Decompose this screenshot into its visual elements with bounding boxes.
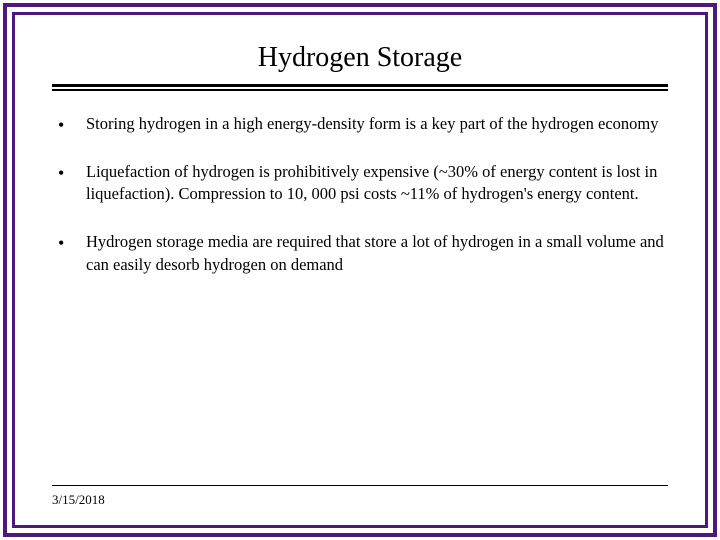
title-divider-thick xyxy=(52,84,668,87)
slide-content-area: Hydrogen Storage Storing hydrogen in a h… xyxy=(18,18,702,522)
title-divider-thin xyxy=(52,89,668,91)
slide-footer: 3/15/2018 xyxy=(52,485,668,508)
slide-title: Hydrogen Storage xyxy=(52,42,668,74)
footer-date: 3/15/2018 xyxy=(52,492,668,508)
bullet-list: Storing hydrogen in a high energy-densit… xyxy=(52,113,668,276)
list-item: Liquefaction of hydrogen is prohibitivel… xyxy=(52,161,668,206)
list-item: Storing hydrogen in a high energy-densit… xyxy=(52,113,668,135)
footer-divider xyxy=(52,485,668,486)
list-item: Hydrogen storage media are required that… xyxy=(52,231,668,276)
